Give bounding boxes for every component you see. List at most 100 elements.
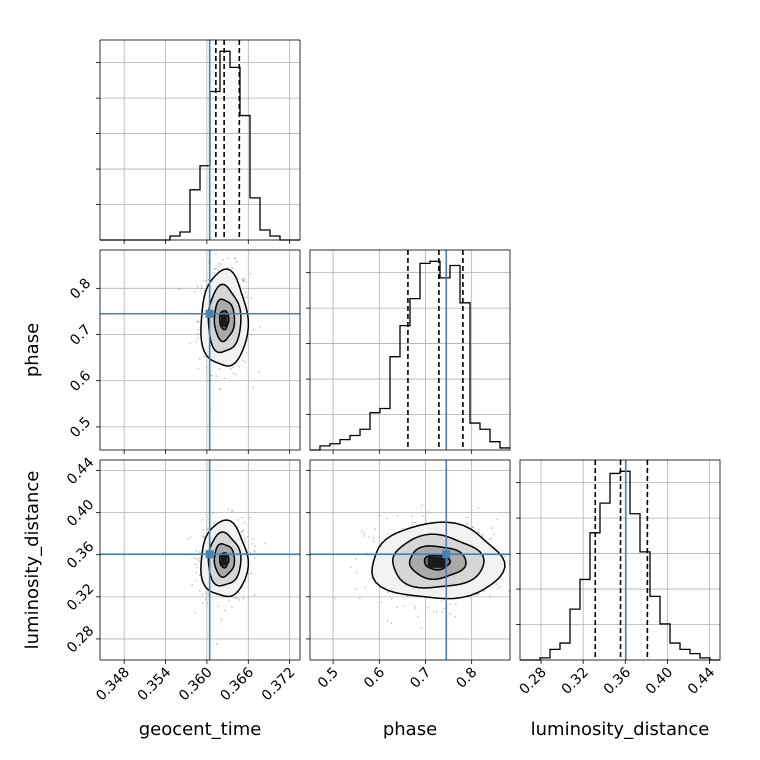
kde-geocent-time-vs-luminosity-distance-point bbox=[253, 549, 256, 552]
kde-geocent-time-vs-luminosity-distance-point bbox=[194, 563, 197, 566]
kde-geocent-time-vs-phase-point bbox=[213, 271, 216, 274]
kde-phase-vs-luminosity-distance-point bbox=[421, 504, 424, 507]
kde-geocent-time-vs-phase-point bbox=[203, 290, 206, 292]
kde-geocent-time-vs-phase-density-core bbox=[220, 312, 228, 327]
kde-phase-vs-luminosity-distance-truth-marker bbox=[442, 550, 451, 559]
kde-geocent-time-vs-phase-point bbox=[218, 265, 221, 268]
kde-geocent-time-vs-phase-point bbox=[234, 257, 237, 260]
kde-geocent-time-vs-luminosity-distance-point bbox=[206, 601, 208, 604]
kde-geocent-time-vs-phase-point bbox=[238, 365, 240, 368]
kde-phase-vs-luminosity-distance-point bbox=[441, 610, 444, 613]
xlabel-geocent-time: geocent_time bbox=[139, 719, 262, 740]
kde-phase-vs-luminosity-distance-point bbox=[387, 591, 390, 594]
kde-phase-vs-luminosity-distance-point bbox=[386, 517, 389, 520]
kde-geocent-time-vs-phase-point bbox=[244, 281, 247, 283]
kde-phase-vs-luminosity-distance-point bbox=[390, 622, 393, 625]
kde-geocent-time-vs-phase-point bbox=[245, 352, 248, 355]
ytick-label-phase-2: 0.7 bbox=[67, 322, 94, 349]
kde-phase-vs-luminosity-distance-point bbox=[372, 540, 375, 543]
kde-phase-vs-luminosity-distance-point bbox=[334, 597, 336, 600]
hist-luminosity-distance-frame bbox=[519, 459, 721, 661]
kde-phase-vs-luminosity-distance-point bbox=[496, 518, 499, 521]
hist-phase-bg bbox=[310, 250, 510, 450]
kde-geocent-time-vs-phase-point bbox=[205, 366, 208, 369]
kde-geocent-time-vs-luminosity-distance-point bbox=[241, 516, 244, 519]
kde-phase-vs-luminosity-distance-panel: 0.5 0.6 0.7 0.8 bbox=[306, 459, 511, 692]
kde-geocent-time-vs-phase-point bbox=[241, 278, 244, 280]
kde-geocent-time-vs-luminosity-distance-point bbox=[237, 597, 239, 599]
xtick-label-geocent-time-3: 0.366 bbox=[217, 664, 257, 704]
kde-phase-vs-luminosity-distance-point bbox=[396, 606, 398, 609]
kde-geocent-time-vs-luminosity-distance-point bbox=[227, 508, 230, 510]
kde-geocent-time-vs-luminosity-distance-point bbox=[212, 522, 215, 525]
kde-geocent-time-vs-luminosity-distance-point bbox=[254, 557, 256, 559]
kde-phase-vs-luminosity-distance-point bbox=[477, 507, 480, 509]
kde-geocent-time-vs-phase-point bbox=[243, 277, 246, 280]
kde-geocent-time-vs-luminosity-distance-point bbox=[231, 510, 234, 513]
kde-geocent-time-vs-phase-point bbox=[249, 272, 252, 275]
kde-phase-vs-luminosity-distance-point bbox=[363, 532, 366, 535]
kde-geocent-time-vs-luminosity-distance-point bbox=[191, 583, 194, 586]
kde-geocent-time-vs-phase-plot-area bbox=[100, 250, 300, 450]
xlabel-phase: phase bbox=[383, 719, 437, 740]
kde-geocent-time-vs-luminosity-distance-point bbox=[207, 527, 209, 530]
xtick-label-phase-0: 0.5 bbox=[315, 665, 342, 692]
kde-geocent-time-vs-luminosity-distance-point bbox=[196, 558, 199, 561]
xtick-label-geocent-time-4: 0.372 bbox=[259, 665, 299, 705]
xtick-label-luminosity-distance-0: 0.28 bbox=[517, 665, 550, 698]
kde-geocent-time-vs-luminosity-distance-point bbox=[254, 545, 257, 547]
kde-phase-vs-luminosity-distance-point bbox=[466, 523, 469, 525]
hist-geocent-time-panel bbox=[96, 39, 301, 244]
xtick-label-geocent-time-0: 0.348 bbox=[93, 665, 133, 705]
kde-geocent-time-vs-luminosity-distance-point bbox=[204, 598, 207, 601]
kde-geocent-time-vs-luminosity-distance-frame bbox=[99, 459, 301, 661]
kde-phase-vs-luminosity-distance-point bbox=[455, 603, 457, 606]
kde-phase-vs-luminosity-distance-point bbox=[466, 516, 469, 519]
kde-geocent-time-vs-luminosity-distance-point bbox=[194, 579, 197, 582]
kde-geocent-time-vs-luminosity-distance-point bbox=[232, 596, 235, 599]
kde-phase-vs-luminosity-distance-point bbox=[496, 583, 499, 586]
kde-phase-vs-luminosity-distance-point bbox=[483, 590, 486, 593]
kde-geocent-time-vs-phase-point bbox=[197, 367, 200, 370]
kde-geocent-time-vs-luminosity-distance-point bbox=[212, 512, 214, 515]
ytick-label-luminosity-distance-2: 0.36 bbox=[64, 539, 97, 572]
kde-geocent-time-vs-luminosity-distance-point bbox=[244, 580, 247, 583]
kde-geocent-time-vs-luminosity-distance-point bbox=[248, 572, 250, 575]
kde-geocent-time-vs-phase-truth-marker bbox=[205, 309, 214, 318]
hist-phase-panel bbox=[306, 249, 511, 454]
kde-geocent-time-vs-phase-point bbox=[223, 377, 226, 379]
hist-phase-frame bbox=[309, 249, 511, 451]
xlabel-luminosity-distance: luminosity_distance bbox=[531, 719, 710, 740]
kde-phase-vs-luminosity-distance-point bbox=[417, 615, 419, 618]
kde-phase-vs-luminosity-distance-point bbox=[490, 538, 493, 541]
kde-geocent-time-vs-phase-point bbox=[196, 332, 199, 335]
kde-geocent-time-vs-luminosity-distance-point bbox=[201, 535, 204, 538]
kde-geocent-time-vs-phase-point bbox=[215, 252, 217, 255]
kde-geocent-time-vs-luminosity-distance-point bbox=[189, 536, 192, 539]
kde-phase-vs-luminosity-distance-point bbox=[410, 515, 413, 518]
kde-phase-vs-luminosity-distance-point bbox=[449, 612, 452, 615]
kde-phase-vs-luminosity-distance-point bbox=[493, 533, 495, 536]
kde-geocent-time-vs-phase-point bbox=[210, 374, 213, 377]
kde-phase-vs-luminosity-distance-point bbox=[386, 533, 389, 536]
kde-geocent-time-vs-phase-point bbox=[246, 296, 248, 299]
kde-phase-vs-luminosity-distance-point bbox=[454, 615, 457, 618]
kde-geocent-time-vs-phase-point bbox=[205, 279, 208, 282]
kde-phase-vs-luminosity-distance-point bbox=[427, 606, 430, 609]
kde-geocent-time-vs-luminosity-distance-point bbox=[198, 574, 201, 577]
kde-geocent-time-vs-phase-point bbox=[232, 372, 235, 375]
kde-geocent-time-vs-luminosity-distance-point bbox=[253, 594, 256, 596]
kde-phase-vs-luminosity-distance-point bbox=[401, 527, 404, 530]
kde-geocent-time-vs-phase-point bbox=[196, 337, 199, 340]
kde-geocent-time-vs-phase-point bbox=[222, 259, 225, 261]
kde-geocent-time-vs-luminosity-distance-point bbox=[249, 516, 252, 519]
kde-geocent-time-vs-luminosity-distance-point bbox=[240, 531, 243, 534]
kde-phase-vs-luminosity-distance-point bbox=[496, 587, 499, 590]
kde-geocent-time-vs-luminosity-distance-point bbox=[247, 578, 250, 581]
xtick-label-phase-1: 0.6 bbox=[361, 664, 388, 691]
kde-geocent-time-vs-luminosity-distance-panel: 0.348 0.354 0.360 0.366 0.372 0.28 0.32 0.36 0.4… bbox=[64, 454, 301, 705]
kde-geocent-time-vs-luminosity-distance-point bbox=[206, 528, 208, 531]
kde-geocent-time-vs-luminosity-distance-plot-area bbox=[100, 460, 300, 660]
kde-phase-vs-luminosity-distance-point bbox=[364, 586, 366, 589]
kde-geocent-time-vs-luminosity-distance-point bbox=[201, 593, 204, 596]
